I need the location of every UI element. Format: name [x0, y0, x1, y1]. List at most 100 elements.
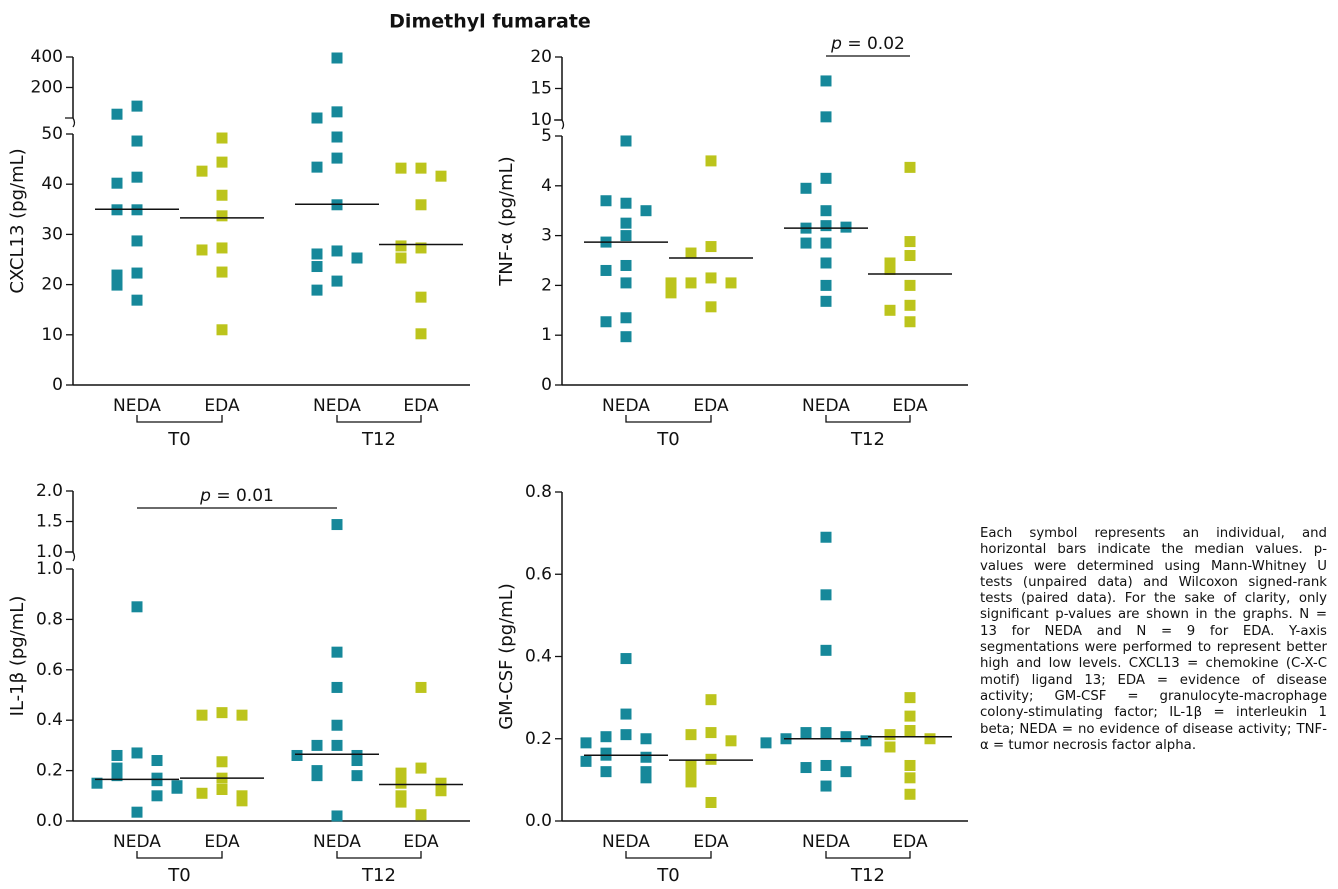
- y-tick-label: 4: [541, 176, 552, 196]
- data-point: [665, 287, 677, 299]
- data-point: [236, 709, 248, 721]
- data-point: [196, 244, 208, 256]
- data-point: [884, 263, 896, 275]
- data-point: [820, 780, 832, 792]
- data-point: [620, 277, 632, 289]
- data-point: [705, 155, 717, 167]
- category-label: EDA: [204, 832, 240, 852]
- data-point: [216, 156, 228, 168]
- data-point: [331, 106, 343, 118]
- data-point: [311, 248, 323, 260]
- data-point: [331, 275, 343, 287]
- data-point: [131, 747, 143, 759]
- data-point: [820, 111, 832, 123]
- data-point: [884, 304, 896, 316]
- category-label: EDA: [403, 396, 439, 416]
- data-point: [820, 172, 832, 184]
- data-point: [904, 299, 916, 311]
- group-bracket: [336, 415, 422, 423]
- data-point: [415, 291, 427, 303]
- y-tick-label: 0: [541, 375, 552, 395]
- data-point: [820, 295, 832, 307]
- data-point: [151, 755, 163, 767]
- data-point: [820, 759, 832, 771]
- data-point: [705, 301, 717, 313]
- data-point: [131, 806, 143, 818]
- data-point: [800, 762, 812, 774]
- y-tick-label: 20: [530, 47, 552, 67]
- data-point: [331, 646, 343, 658]
- data-point: [111, 108, 123, 120]
- y-tick-label: 40: [41, 174, 63, 194]
- y-tick-label: 20: [41, 275, 63, 295]
- data-point: [395, 777, 407, 789]
- data-point: [600, 264, 612, 276]
- data-point: [705, 753, 717, 765]
- data-point: [820, 257, 832, 269]
- y-tick-label: 0.6: [525, 564, 552, 584]
- data-point: [820, 75, 832, 87]
- group-label: T0: [167, 429, 190, 450]
- data-point: [216, 324, 228, 336]
- y-tick-label: 15: [530, 79, 552, 99]
- data-point: [820, 531, 832, 543]
- category-label: NEDA: [602, 832, 650, 852]
- data-point: [600, 316, 612, 328]
- data-point: [640, 751, 652, 763]
- data-point: [216, 266, 228, 278]
- data-point: [640, 772, 652, 784]
- data-point: [600, 766, 612, 778]
- figure-title: Dimethyl fumarate: [389, 11, 591, 33]
- y-tick-label: 2: [541, 275, 552, 295]
- data-point: [111, 762, 123, 774]
- data-point: [131, 294, 143, 306]
- y-tick-label: 400: [31, 47, 63, 67]
- data-point: [351, 252, 363, 264]
- data-point: [800, 237, 812, 249]
- data-point: [351, 755, 363, 767]
- data-point: [620, 259, 632, 271]
- data-point: [620, 197, 632, 209]
- data-point: [820, 279, 832, 291]
- data-point: [620, 312, 632, 324]
- data-point: [395, 240, 407, 252]
- data-point: [331, 152, 343, 164]
- data-point: [111, 770, 123, 782]
- data-point: [415, 162, 427, 174]
- data-point: [311, 112, 323, 124]
- data-point: [131, 235, 143, 247]
- data-point: [725, 735, 737, 747]
- data-point: [620, 135, 632, 147]
- data-point: [840, 766, 852, 778]
- y-tick-label: 0.0: [525, 811, 552, 831]
- data-point: [151, 790, 163, 802]
- data-point: [216, 210, 228, 222]
- data-point: [331, 519, 343, 531]
- y-tick-label: 1: [541, 325, 552, 345]
- y-axis-label: TNF-α (pg/mL): [496, 156, 517, 286]
- data-point: [600, 195, 612, 207]
- data-point: [331, 719, 343, 731]
- data-point: [331, 245, 343, 257]
- data-point: [415, 762, 427, 774]
- group-bracket: [825, 415, 911, 423]
- data-point: [216, 132, 228, 144]
- data-point: [216, 756, 228, 768]
- data-point: [111, 177, 123, 189]
- data-point: [111, 749, 123, 761]
- data-point: [884, 257, 896, 269]
- data-point: [904, 250, 916, 262]
- category-label: NEDA: [802, 832, 850, 852]
- data-point: [131, 267, 143, 279]
- data-point: [151, 775, 163, 787]
- data-point: [620, 230, 632, 242]
- data-point: [904, 772, 916, 784]
- data-point: [620, 708, 632, 720]
- data-point: [904, 692, 916, 704]
- data-point: [640, 205, 652, 217]
- category-label: NEDA: [313, 832, 361, 852]
- data-point: [395, 767, 407, 779]
- data-point: [216, 189, 228, 201]
- y-tick-label: 1.0: [36, 559, 63, 579]
- category-label: EDA: [403, 832, 439, 852]
